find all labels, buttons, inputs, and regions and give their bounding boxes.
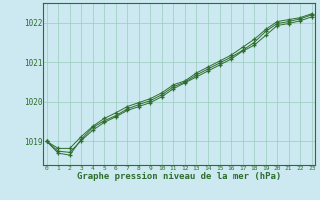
X-axis label: Graphe pression niveau de la mer (hPa): Graphe pression niveau de la mer (hPa): [77, 172, 281, 181]
